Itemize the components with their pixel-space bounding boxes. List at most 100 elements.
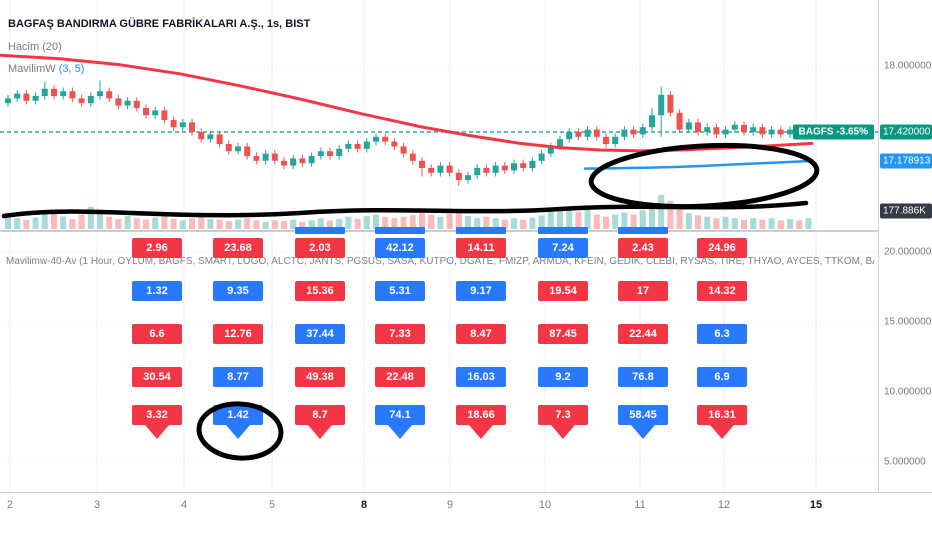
volume-bar — [437, 216, 444, 229]
candle-body — [382, 136, 389, 142]
candle-body — [731, 124, 738, 130]
candle-body — [575, 132, 582, 137]
volume-bar — [345, 216, 352, 229]
volume-bar — [759, 219, 766, 229]
screener-value-tag: 2.03 — [295, 238, 345, 258]
candle-body — [409, 153, 416, 161]
candle-body — [612, 136, 619, 144]
candle-body — [170, 120, 177, 128]
candle-body — [768, 129, 775, 135]
volume-indicator-legend[interactable]: Hacim (20) — [8, 41, 62, 53]
volume-bar — [741, 219, 747, 229]
time-axis-label: 11 — [634, 499, 646, 511]
tag-pointer-arrow — [388, 425, 412, 439]
volume-bar — [630, 214, 637, 229]
candle-body — [354, 144, 361, 149]
screener-value-tag: 74.1 — [375, 405, 425, 425]
screener-value-tag: 49.38 — [295, 367, 345, 387]
candle-body — [32, 96, 39, 101]
screener-value-tag: 19.54 — [538, 281, 588, 301]
volume-bar — [547, 211, 554, 229]
volume-bar — [704, 216, 711, 229]
screener-value-tag: 37.44 — [295, 324, 345, 344]
candle-body — [520, 163, 527, 168]
screener-value-tag: 17 — [618, 281, 668, 301]
volume-bar — [354, 218, 361, 229]
candle-body — [290, 158, 297, 166]
volume-bar — [391, 218, 398, 229]
volume-bar — [244, 218, 251, 229]
candle-body — [676, 112, 683, 130]
candle-body — [253, 156, 260, 161]
volume-bar — [225, 221, 232, 229]
tag-pointer-arrow — [226, 425, 250, 439]
volume-bar — [612, 214, 619, 229]
candle-body — [639, 127, 646, 135]
candle-body — [69, 91, 76, 99]
volume-bar — [373, 214, 379, 229]
screener-value-tag: 2.43 — [618, 238, 668, 258]
volume-bar — [327, 220, 333, 229]
candle-body — [179, 122, 186, 128]
price-axis[interactable]: 18.000000 20.000000 15.000000 10.000000 5.00… — [878, 0, 932, 550]
volume-bar — [198, 216, 205, 229]
candle-body — [593, 129, 600, 137]
screener-value-tag: 6.9 — [697, 367, 747, 387]
volume-bar — [161, 216, 168, 229]
volume-bar — [189, 218, 195, 229]
volume-bar — [750, 218, 757, 229]
candle-body — [225, 144, 232, 152]
candle-body — [189, 122, 195, 132]
mavilim-value-badge: 17.178913 — [880, 153, 932, 169]
candle-body — [317, 151, 324, 156]
candle-body — [529, 160, 536, 168]
screener-value-tag: 18.66 — [456, 405, 506, 425]
candle-body — [106, 91, 113, 99]
tag-pointer-arrow — [631, 425, 655, 439]
volume-bar — [207, 218, 214, 229]
volume-bar — [152, 217, 159, 229]
volume-bar — [400, 216, 407, 229]
volume-bar — [363, 216, 370, 229]
last-price-badge: 17.420000 — [880, 124, 932, 140]
candle-body — [649, 115, 655, 128]
volume-bar — [805, 218, 812, 229]
volume-bar — [124, 216, 131, 229]
volume-bar — [253, 220, 260, 229]
volume-value-badge: 177.886K — [880, 203, 932, 219]
volume-bar — [685, 213, 692, 229]
volume-bar — [474, 218, 481, 229]
candle-body — [465, 175, 471, 180]
volume-bar — [170, 218, 177, 229]
candle-body — [87, 96, 94, 104]
candle-body — [787, 129, 793, 135]
volume-bar — [23, 220, 30, 229]
mavilim-indicator-name: MavilimW — [8, 63, 59, 75]
price-axis-label: 18.000000 — [884, 60, 932, 72]
tag-pointer-arrow — [145, 425, 169, 439]
candle-body — [722, 129, 729, 135]
screener-value-tag: 30.54 — [132, 367, 182, 387]
volume-bar — [5, 212, 11, 229]
screener-value-tag: 14.11 — [456, 238, 506, 258]
time-axis[interactable]: 2 3 4 5 8 9 10 11 12 15 — [0, 492, 932, 550]
screener-value-tag: 9.17 — [456, 281, 506, 301]
volume-bar — [465, 216, 471, 229]
screener-value-tag: 14.32 — [697, 281, 747, 301]
clipped-label-strip — [295, 227, 345, 234]
candle-body — [759, 127, 766, 135]
volume-bar — [179, 220, 186, 229]
candle-body — [658, 94, 665, 116]
candle-body — [474, 168, 481, 176]
volume-bar — [60, 216, 67, 229]
screener-value-tag: 42.12 — [375, 238, 425, 258]
screener-value-tag: 9.35 — [213, 281, 263, 301]
time-axis-label: 10 — [538, 499, 552, 511]
volume-bar — [290, 219, 297, 229]
mavilim-indicator-legend[interactable]: MavilimW (3, 5) — [8, 63, 84, 75]
tag-pointer-arrow — [551, 425, 575, 439]
screener-value-tag: 87.45 — [538, 324, 588, 344]
candle-body — [400, 146, 407, 154]
candle-body — [235, 146, 241, 152]
